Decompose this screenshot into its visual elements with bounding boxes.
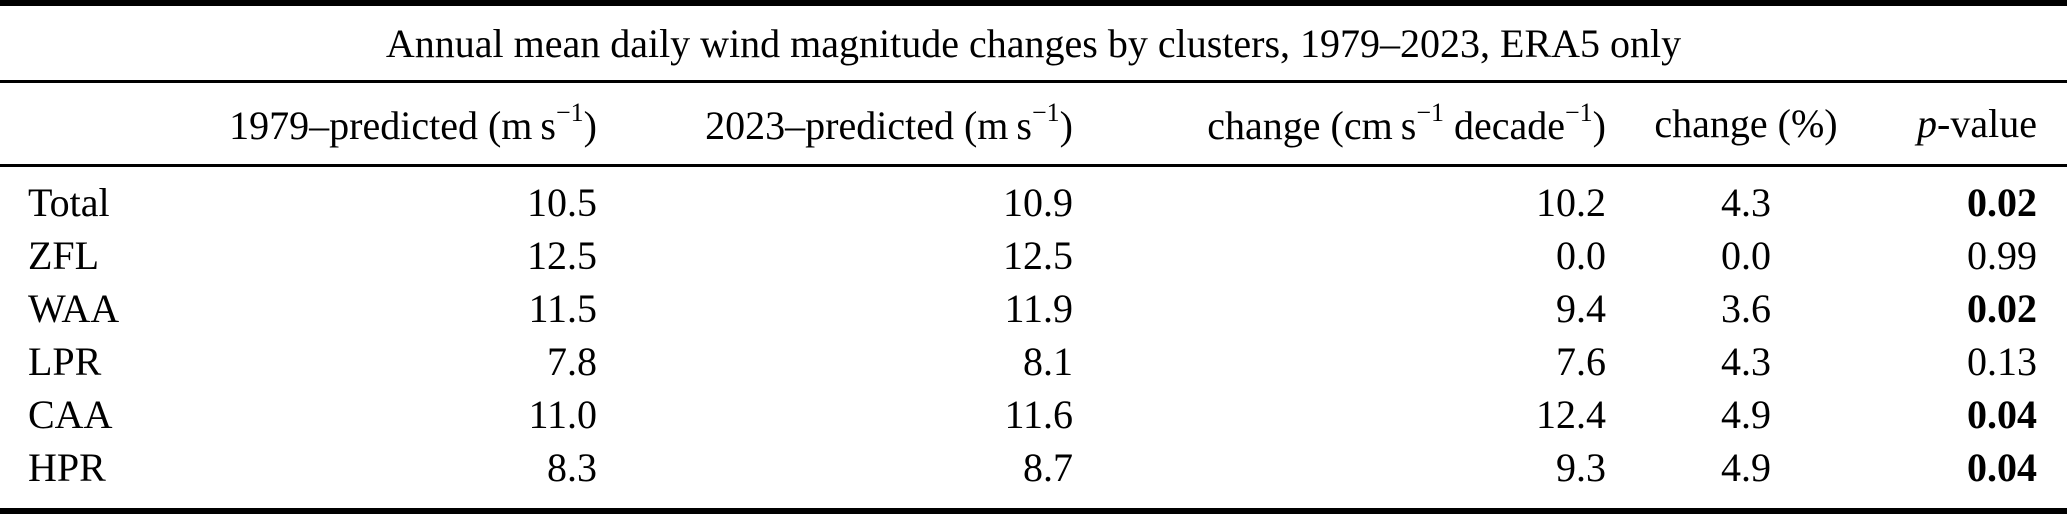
column-header-change-percent: change (%): [1606, 83, 1886, 167]
cell-change-cms-decade: 9.4: [1556, 286, 1606, 331]
row-label: CAA: [28, 392, 113, 437]
row-label: HPR: [28, 445, 106, 490]
cell-change-percent: 4.9: [1721, 445, 1771, 490]
cell-change-cms-decade: 0.0: [1556, 233, 1606, 278]
cell-pred-2023: 11.6: [1004, 392, 1073, 437]
table-title: Annual mean daily wind magnitude changes…: [0, 6, 2067, 83]
table-row: ZFL 12.5 12.5 0.0 0.0 0.99: [0, 229, 2067, 282]
table-row: Total 10.5 10.9 10.2 4.3 0.02: [0, 166, 2067, 230]
cell-change-percent: 4.3: [1721, 339, 1771, 384]
cell-p-value: 0.04: [1967, 445, 2037, 490]
cell-p-value: 0.99: [1967, 233, 2037, 278]
row-label: Total: [28, 180, 110, 225]
cell-pred-2023: 10.9: [1003, 180, 1073, 225]
table-row: WAA 11.5 11.9 9.4 3.6 0.02: [0, 282, 2067, 335]
cell-p-value: 0.02: [1967, 180, 2037, 225]
cell-p-value: 0.02: [1967, 286, 2037, 331]
row-label: ZFL: [28, 233, 100, 278]
cell-change-percent: 4.3: [1721, 180, 1771, 225]
cell-pred-1979: 7.8: [547, 339, 597, 384]
data-table: 1979–predicted (m s−1) 2023–predicted (m …: [0, 83, 2067, 494]
cell-pred-2023: 8.7: [1023, 445, 1073, 490]
cell-pred-2023: 12.5: [1003, 233, 1073, 278]
table-row: HPR 8.3 8.7 9.3 4.9 0.04: [0, 441, 2067, 494]
cell-pred-2023: 8.1: [1023, 339, 1073, 384]
cell-change-cms-decade: 9.3: [1556, 445, 1606, 490]
column-header-pred-2023: 2023–predicted (m s−1): [597, 83, 1073, 167]
cell-pred-1979: 10.5: [527, 180, 597, 225]
table-row: LPR 7.8 8.1 7.6 4.3 0.13: [0, 335, 2067, 388]
cell-pred-1979: 11.5: [528, 286, 597, 331]
cell-pred-2023: 11.9: [1004, 286, 1073, 331]
cell-change-cms-decade: 7.6: [1556, 339, 1606, 384]
cell-change-cms-decade: 12.4: [1536, 392, 1606, 437]
table-body: Total 10.5 10.9 10.2 4.3 0.02 ZFL 12.5 12.5 0.0 0.…: [0, 166, 2067, 495]
cell-change-percent: 0.0: [1721, 233, 1771, 278]
cell-pred-1979: 12.5: [527, 233, 597, 278]
row-label: LPR: [28, 339, 102, 384]
cell-p-value: 0.13: [1967, 339, 2037, 384]
cell-change-cms-decade: 10.2: [1536, 180, 1606, 225]
row-label: WAA: [28, 286, 120, 331]
column-header-change-cms-decade: change (cm s−1 decade−1): [1073, 83, 1606, 167]
cell-p-value: 0.04: [1967, 392, 2037, 437]
cell-change-percent: 3.6: [1721, 286, 1771, 331]
table-row: CAA 11.0 11.6 12.4 4.9 0.04: [0, 388, 2067, 441]
column-header-pred-1979: 1979–predicted (m s−1): [180, 83, 597, 167]
column-header-p-value: p-value: [1886, 83, 2067, 167]
column-header-cluster: [0, 83, 180, 167]
cell-pred-1979: 8.3: [547, 445, 597, 490]
header-row: 1979–predicted (m s−1) 2023–predicted (m …: [0, 83, 2067, 167]
cell-pred-1979: 11.0: [528, 392, 597, 437]
cell-change-percent: 4.9: [1721, 392, 1771, 437]
